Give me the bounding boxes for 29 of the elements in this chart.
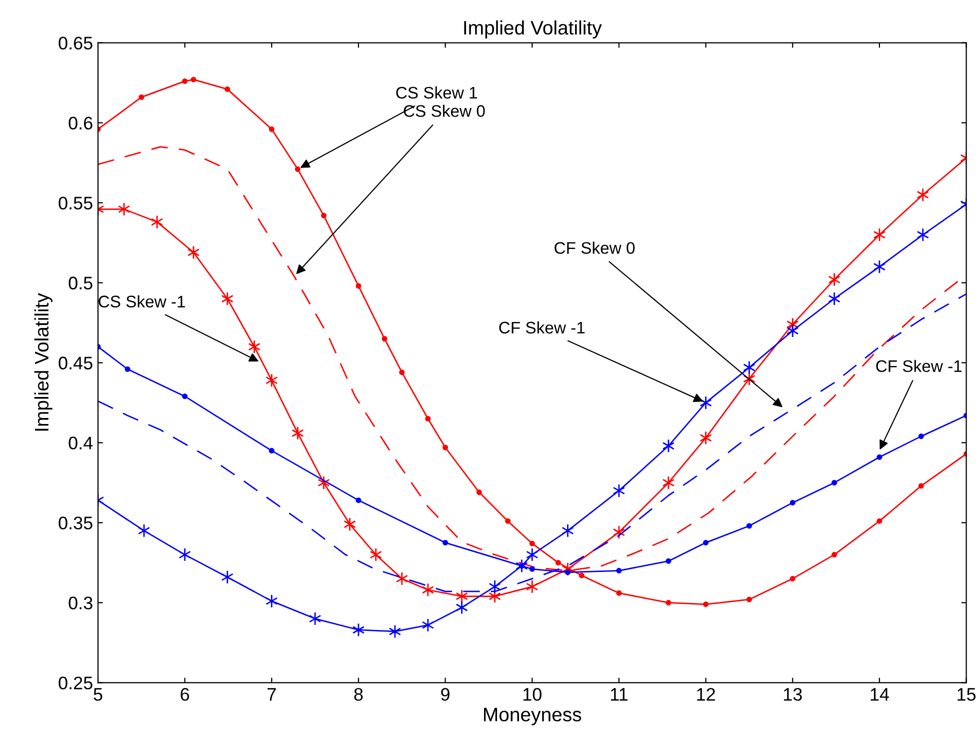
y-tick-label: 0.45 [58,356,92,370]
y-tick-label: 0.65 [58,36,92,50]
x-tick-label: 12 [697,688,715,701]
y-tick-label: 0.4 [68,436,93,450]
annotation: CS Skew 0 [404,104,485,117]
annotation: CF Skew -1 [876,360,962,372]
y-tick-label: 0.6 [68,116,92,130]
y-tick-label: 0.55 [58,196,92,210]
annotation: CF Skew -1 [499,321,585,334]
y-tick-label: 0.5 [68,276,92,290]
x-axis-title: Moneyness [484,708,582,726]
annotation: CF Skew 0 [554,242,635,254]
x-tick-label: 6 [180,688,190,701]
y-tick-label: 0.35 [58,516,92,530]
x-tick-label: 5 [94,688,102,701]
y-axis-title: Implied Volatility [34,293,52,431]
x-tick-label: 8 [354,688,363,701]
x-tick-label: 13 [784,688,802,701]
x-tick-label: 9 [441,688,450,701]
x-tick-label: 10 [523,688,542,701]
annotation: CS Skew -1 [98,295,185,308]
y-tick-label: 0.25 [58,676,92,690]
annotation: CS Skew 1 [396,86,477,99]
x-tick-label: 14 [870,688,889,701]
x-tick-label: 11 [610,688,628,701]
x-tick-label: 7 [268,688,276,701]
chart-title: Implied Volatility [464,20,602,39]
x-tick-label: 15 [958,688,976,701]
y-tick-label: 0.3 [68,596,92,610]
